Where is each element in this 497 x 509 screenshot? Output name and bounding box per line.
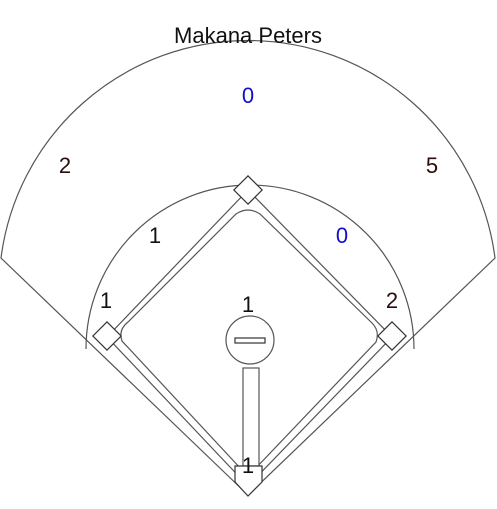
count-first-base-area: 2: [386, 288, 398, 313]
player-name: Makana Peters: [174, 23, 322, 48]
pitcher-home-path: [242, 367, 260, 467]
outfield-fence: [0, 39, 496, 496]
second-base: [233, 175, 263, 205]
count-infield-right: 0: [336, 223, 348, 248]
count-third-base-area: 1: [100, 288, 112, 313]
count-outfield-right: 5: [426, 153, 438, 178]
count-pitcher-area: 1: [242, 292, 254, 317]
count-outfield-center: 0: [242, 83, 254, 108]
pitchers-rubber: [234, 337, 266, 344]
infield-dirt-edge: [120, 209, 378, 471]
count-catcher-area: 1: [242, 453, 254, 478]
count-outfield-left: 2: [59, 153, 71, 178]
count-infield-left: 1: [149, 223, 161, 248]
home-plate: [234, 465, 263, 497]
third-base: [92, 321, 122, 351]
first-base: [377, 321, 407, 351]
